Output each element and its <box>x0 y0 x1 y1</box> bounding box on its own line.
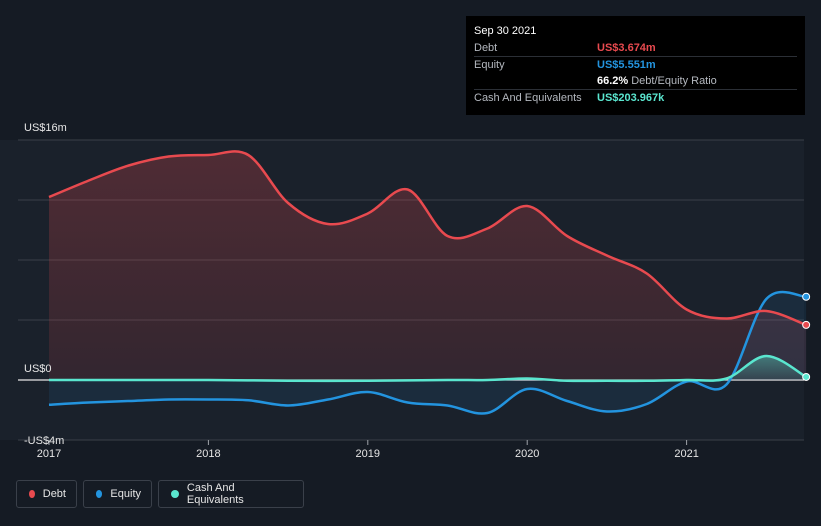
legend-cash-label: Cash And Equivalents <box>186 482 244 506</box>
cash-line <box>48 354 807 383</box>
x-tick-label: 2020 <box>515 448 539 460</box>
tooltip-ratio-value: 66.2% <box>597 75 629 87</box>
tooltip-row-ratio: 66.2% Debt/Equity Ratio <box>474 73 797 89</box>
tooltip-row-equity: Equity US$5.551m <box>474 56 797 73</box>
x-tick-label: 2019 <box>356 448 380 460</box>
x-tick-label: 2017 <box>37 448 61 460</box>
equity-line <box>48 290 807 415</box>
tooltip-ratio-label: Debt/Equity Ratio <box>631 75 717 87</box>
tooltip-date: Sep 30 2021 <box>474 25 537 37</box>
x-tick-label: 2018 <box>196 448 220 460</box>
cash-end-marker <box>802 372 811 381</box>
tooltip-debt-label: Debt <box>474 42 498 54</box>
y-tick-label: -US$4m <box>24 435 64 447</box>
legend-item-cash[interactable]: Cash And Equivalents <box>158 480 304 508</box>
legend-debt-label: Debt <box>42 488 66 500</box>
equity-area <box>49 291 807 414</box>
debt-end-marker <box>802 320 811 329</box>
cash-dot-icon <box>171 490 179 498</box>
tooltip-cash-label: Cash And Equivalents <box>474 92 582 104</box>
plot-future-band <box>804 140 821 440</box>
y-tick-label: US$0 <box>24 363 52 375</box>
debt-area <box>49 151 807 380</box>
tooltip-ratio-spacer <box>474 73 597 89</box>
x-tick-label: 2021 <box>674 448 698 460</box>
debt-dot-icon <box>29 490 35 498</box>
equity-dot-icon <box>96 490 103 498</box>
legend-item-debt[interactable]: Debt <box>16 480 77 508</box>
tooltip-row-cash: Cash And Equivalents US$203.967k <box>474 89 797 106</box>
debt-line <box>48 150 807 327</box>
tooltip-row-debt: Debt US$3.674m <box>474 40 797 56</box>
tooltip-cash-value: US$203.967k <box>597 92 665 104</box>
legend-item-equity[interactable]: Equity <box>83 480 152 508</box>
tooltip-debt-value: US$3.674m <box>597 42 656 54</box>
tooltip-equity-label: Equity <box>474 59 505 71</box>
tooltip-equity-value: US$5.551m <box>597 59 656 71</box>
legend-equity-label: Equity <box>110 488 141 500</box>
tooltip: Sep 30 2021 Debt US$3.674m Equity US$5.5… <box>466 16 805 115</box>
y-tick-label: US$16m <box>24 122 67 134</box>
equity-end-marker <box>802 292 811 301</box>
